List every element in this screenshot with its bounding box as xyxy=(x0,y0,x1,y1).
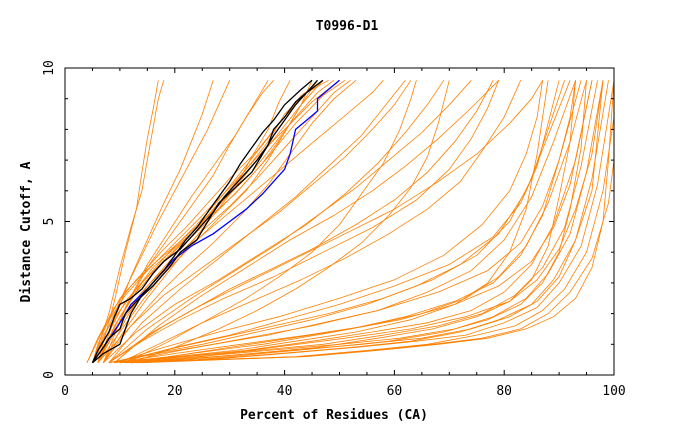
highlight-curve xyxy=(92,79,313,364)
model-curve xyxy=(97,80,159,363)
model-curve xyxy=(92,80,231,363)
highlight-curve xyxy=(91,79,324,363)
model-curve xyxy=(97,79,357,363)
chart-title: T0996-D1 xyxy=(316,19,379,34)
model-curve xyxy=(108,80,406,363)
model-curve xyxy=(86,79,340,363)
y-tick-label: 10 xyxy=(42,60,57,76)
model-curve xyxy=(97,80,384,363)
model-curve xyxy=(119,80,560,364)
plot-area xyxy=(86,79,615,364)
x-tick-label: 0 xyxy=(61,384,69,399)
model-curve xyxy=(130,80,615,364)
y-axis: 0 5 10 xyxy=(42,60,614,379)
model-curve xyxy=(97,80,324,363)
x-tick-label: 60 xyxy=(387,384,403,399)
model-curve xyxy=(119,80,549,364)
model-curve xyxy=(114,80,543,364)
model-curve xyxy=(97,79,335,363)
model-curve xyxy=(103,80,269,363)
model-curve xyxy=(114,80,494,364)
x-axis-label: Percent of Residues (CA) xyxy=(240,408,428,423)
model-curve xyxy=(125,80,417,364)
x-tick-label: 80 xyxy=(496,384,512,399)
model-curve xyxy=(119,80,576,364)
x-axis: 0 20 40 60 80 100 xyxy=(61,68,626,399)
model-curve xyxy=(108,80,500,364)
model-curve xyxy=(108,80,472,364)
model-curve xyxy=(136,160,615,364)
model-curve xyxy=(141,80,615,364)
y-tick-label: 5 xyxy=(42,218,57,226)
model-curve xyxy=(97,80,313,363)
highlight-curve xyxy=(91,79,340,364)
model-curve xyxy=(130,80,604,364)
model-curve xyxy=(125,80,576,364)
model-curve xyxy=(108,80,571,364)
model-curve xyxy=(125,80,593,364)
x-tick-label: 40 xyxy=(277,384,293,399)
highlight-curve xyxy=(91,79,318,364)
model-curve xyxy=(119,80,593,364)
model-curve xyxy=(114,80,499,364)
x-tick-label: 100 xyxy=(602,384,625,399)
model-curve xyxy=(125,80,604,364)
model-curve xyxy=(92,80,165,363)
y-axis-label: Distance Cutoff, A xyxy=(19,161,34,302)
model-curve xyxy=(103,80,291,363)
y-tick-label: 0 xyxy=(42,371,57,379)
model-curve xyxy=(136,80,604,364)
x-tick-label: 20 xyxy=(167,384,183,399)
model-curve xyxy=(130,80,587,364)
model-curve xyxy=(103,79,351,363)
model-curve xyxy=(130,80,450,364)
model-curve xyxy=(103,80,445,363)
model-curve xyxy=(114,80,582,364)
model-curve xyxy=(103,80,412,363)
model-curve xyxy=(114,80,587,364)
model-curve xyxy=(125,80,609,364)
model-curve xyxy=(97,80,274,363)
